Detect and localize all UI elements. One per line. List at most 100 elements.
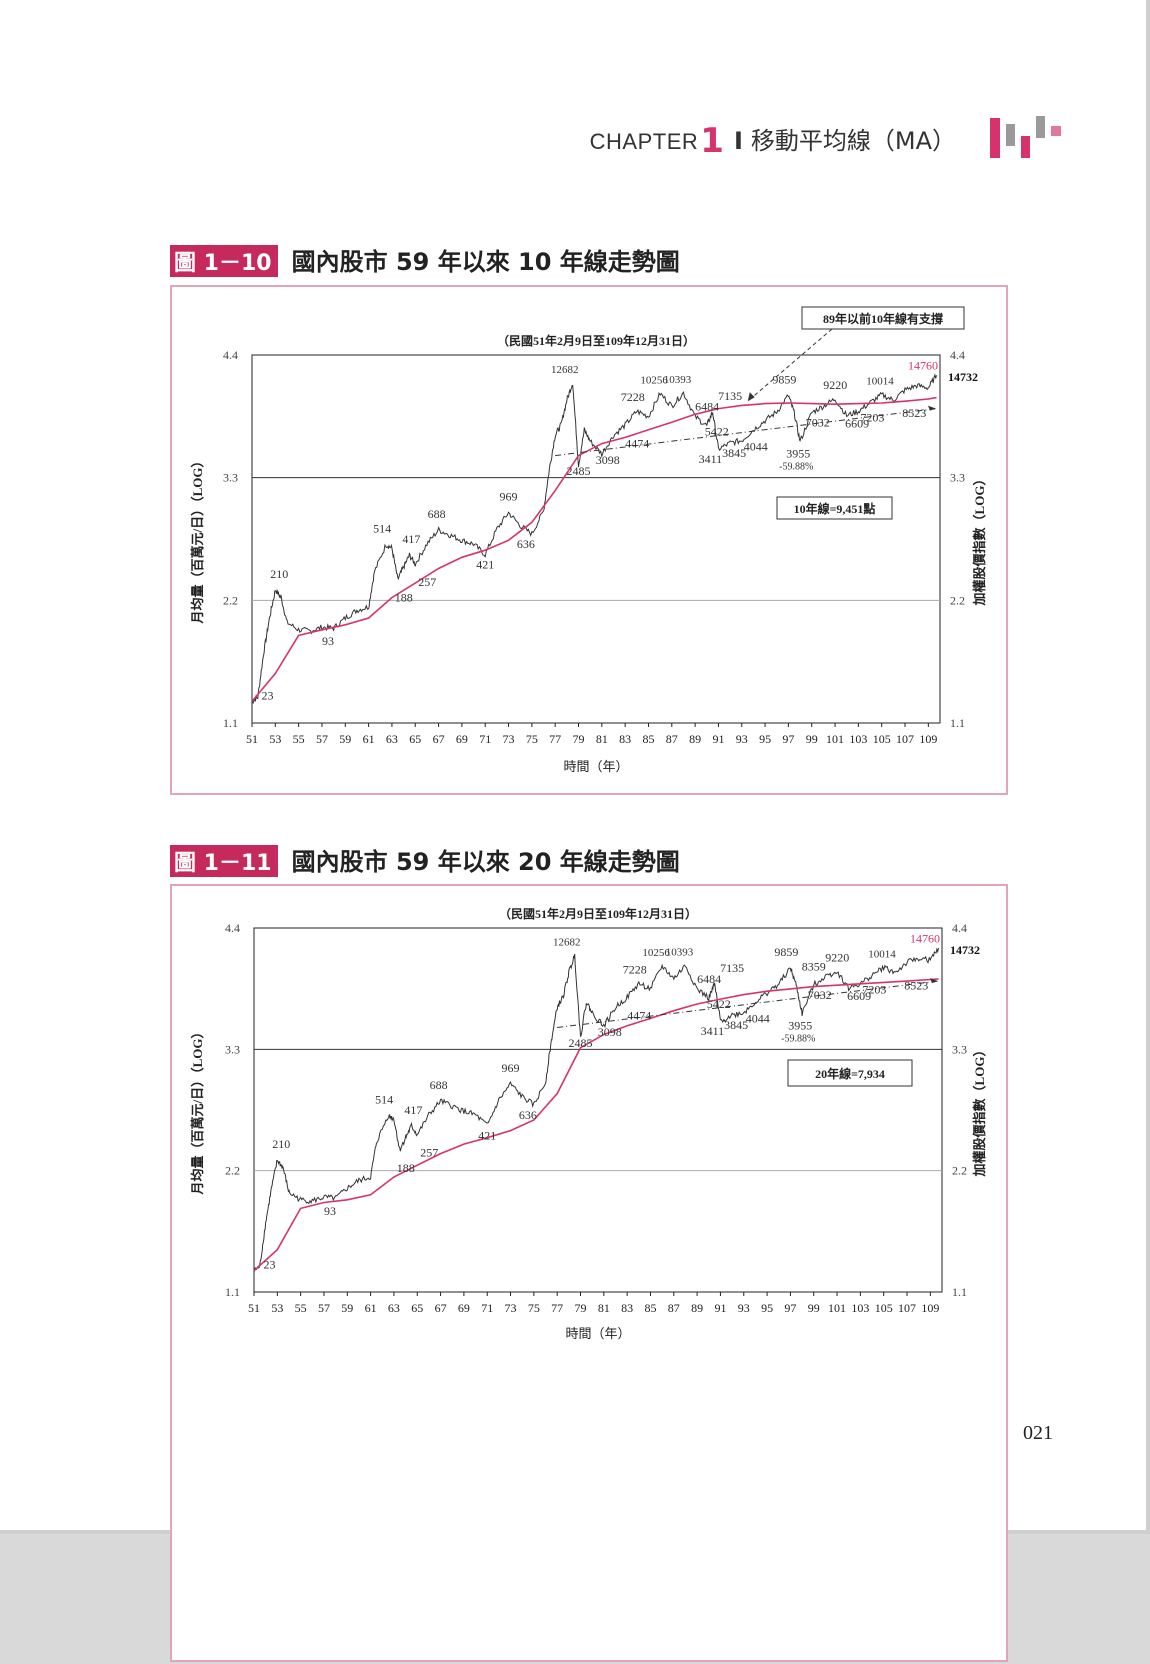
x-tick-label: 97: [782, 732, 794, 746]
chapter-header: CHAPTER1 I 移動平均線（MA）: [589, 118, 956, 161]
data-label: 688: [430, 1078, 448, 1092]
x-tick-label: 87: [666, 732, 678, 746]
data-label: 7203: [862, 983, 886, 997]
x-tick-label: 107: [896, 732, 914, 746]
y-tick-left: 4.4: [225, 921, 240, 935]
trendline-arrowhead: [930, 978, 938, 984]
x-tick-label: 63: [388, 1301, 400, 1315]
x-tick-label: 95: [759, 732, 771, 746]
x-tick-label: 97: [784, 1301, 796, 1315]
y-tick-right: 2.2: [952, 1164, 967, 1178]
data-label: 514: [373, 522, 391, 536]
x-tick-label: 55: [293, 732, 305, 746]
data-label: 93: [322, 634, 334, 648]
x-tick-label: 55: [295, 1301, 307, 1315]
x-tick-label: 105: [873, 732, 891, 746]
data-label: 9859: [774, 945, 798, 959]
callout-text: 89年以前10年線有支撐: [823, 311, 943, 326]
data-label: 7228: [621, 390, 645, 404]
y-tick-right: 3.3: [952, 1042, 967, 1056]
data-label: 3845: [724, 1018, 748, 1032]
x-tick-label: 53: [271, 1301, 283, 1315]
price-series-line: [253, 947, 939, 1272]
data-label: 421: [476, 558, 494, 572]
data-label: 3098: [596, 453, 620, 467]
y-tick-right: 2.2: [950, 593, 965, 607]
y-axis-label-right: 加權股價指數（LOG）: [972, 1044, 987, 1178]
data-label: 3955: [786, 447, 810, 461]
callout-arrow: [747, 328, 833, 402]
x-tick-label: 71: [481, 1301, 493, 1315]
x-tick-label: 105: [875, 1301, 893, 1315]
y-tick-left: 1.1: [223, 716, 238, 730]
x-tick-label: 65: [409, 732, 421, 746]
x-tick-label: 101: [826, 732, 844, 746]
data-label: 4474: [627, 1009, 651, 1023]
x-tick-label: 75: [528, 1301, 540, 1315]
chart-frame-2: （民國51年2月9日至109年12月31日） 1.1 1.1 2.2 2.2 3.3 3.3…: [170, 884, 1008, 1662]
data-label-high: 14760: [910, 931, 940, 945]
data-label: 257: [420, 1145, 438, 1159]
data-label: 23: [264, 1258, 276, 1272]
x-tick-label: 89: [691, 1301, 703, 1315]
x-tick-label: 69: [456, 732, 468, 746]
data-label: 636: [517, 537, 535, 551]
drawdown-label: -59.88%: [781, 1034, 815, 1045]
x-tick-label: 53: [269, 732, 281, 746]
data-label: 514: [375, 1093, 393, 1107]
y-tick-left: 3.3: [223, 471, 238, 485]
data-label-last: 14732: [948, 370, 978, 384]
data-label: 9859: [772, 373, 796, 387]
support-trendline: [557, 980, 939, 1028]
data-label: 8359: [802, 959, 826, 973]
data-label: 688: [428, 507, 446, 521]
y-tick-right: 3.3: [950, 471, 965, 485]
data-label: 10393: [666, 946, 694, 958]
y-tick-left: 1.1: [225, 1285, 240, 1299]
data-label: 6484: [697, 972, 721, 986]
figure-title-2: 圖 1－11 國內股市 59 年以來 20 年線走勢圖: [170, 842, 680, 877]
support-trendline: [555, 408, 937, 457]
x-tick-label: 109: [921, 1301, 939, 1315]
data-label: 7032: [808, 988, 832, 1002]
x-tick-label: 67: [433, 732, 445, 746]
x-tick-label: 81: [596, 732, 608, 746]
data-label: 5422: [705, 425, 729, 439]
x-tick-label: 59: [339, 732, 351, 746]
x-tick-label: 93: [736, 732, 748, 746]
x-tick-label: 91: [712, 732, 724, 746]
x-tick-label: 51: [246, 732, 258, 746]
y-tick-left: 2.2: [225, 1164, 240, 1178]
data-label: 210: [272, 1137, 290, 1151]
ma-label: 20年線=7,934: [815, 1066, 885, 1081]
chapter-number: 1: [700, 121, 724, 161]
ma-series-line: [253, 978, 939, 1272]
x-tick-label: 71: [479, 732, 491, 746]
data-label: 2485: [567, 464, 591, 478]
data-label: 417: [402, 532, 420, 546]
data-label-high: 14760: [908, 359, 938, 373]
chart-1: （民國51年2月9日至109年12月31日） 1.1 1.1 2.2 2.2 3.3 3.3…: [190, 306, 987, 774]
data-label: 10014: [866, 376, 894, 388]
x-tick-label: 85: [642, 732, 654, 746]
data-label: 8523: [902, 406, 926, 420]
data-label: 10014: [868, 948, 896, 960]
data-label: 3098: [598, 1025, 622, 1039]
y-axis-label-right: 加權股價指數（LOG）: [972, 473, 987, 607]
chapter-word: CHAPTER: [589, 129, 699, 154]
x-tick-label: 99: [808, 1301, 820, 1315]
y-axis-label-left: 月均量（百萬元/日）（LOG）: [190, 454, 205, 624]
data-label: 3411: [701, 1024, 725, 1038]
plot-frame: [253, 927, 943, 1293]
data-label: 969: [500, 490, 518, 504]
x-tick-label: 87: [668, 1301, 680, 1315]
x-tick-label: 65: [411, 1301, 423, 1315]
data-label: 9220: [825, 950, 849, 964]
data-label: 12682: [553, 937, 581, 949]
drawdown-label: -59.88%: [779, 462, 813, 473]
x-tick-label: 79: [573, 732, 585, 746]
plot-frame: [251, 354, 941, 724]
y-tick-left: 4.4: [223, 348, 238, 362]
ma-label: 10年線=9,451點: [794, 501, 876, 516]
